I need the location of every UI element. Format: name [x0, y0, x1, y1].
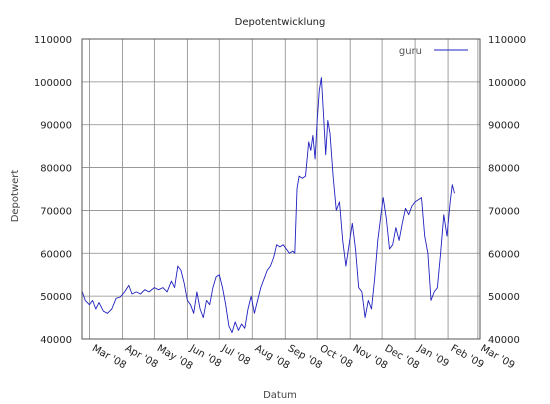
legend-label-guru: guru [399, 46, 422, 57]
y-tick-label-left: 110000 [34, 35, 72, 46]
y-tick-label-left: 100000 [34, 78, 72, 89]
y-tick-label-right: 80000 [488, 164, 520, 175]
chart-title: Depotentwicklung [235, 17, 326, 28]
y-tick-label-right: 100000 [488, 78, 526, 89]
y-axis-label: Depotwert [10, 170, 21, 223]
y-tick-label-right: 40000 [488, 335, 520, 346]
x-axis-label: Datum [263, 390, 297, 400]
y-tick-label-left: 70000 [40, 206, 72, 217]
series-layer [81, 77, 455, 334]
y-tick-label-right: 60000 [488, 249, 520, 260]
legend: guru [399, 46, 468, 57]
y-tick-label-left: 50000 [40, 292, 72, 303]
series-line-guru [81, 77, 455, 334]
y-tick-label-right: 50000 [488, 292, 520, 303]
y-tick-label-right: 110000 [488, 35, 526, 46]
y-tick-label-left: 90000 [40, 121, 72, 132]
y-tick-label-left: 60000 [40, 249, 72, 260]
plot-frame [81, 38, 481, 340]
y-tick-label-left: 40000 [40, 335, 72, 346]
y-tick-label-right: 90000 [488, 121, 520, 132]
y-tick-label-left: 80000 [40, 164, 72, 175]
y-tick-label-right: 70000 [488, 206, 520, 217]
